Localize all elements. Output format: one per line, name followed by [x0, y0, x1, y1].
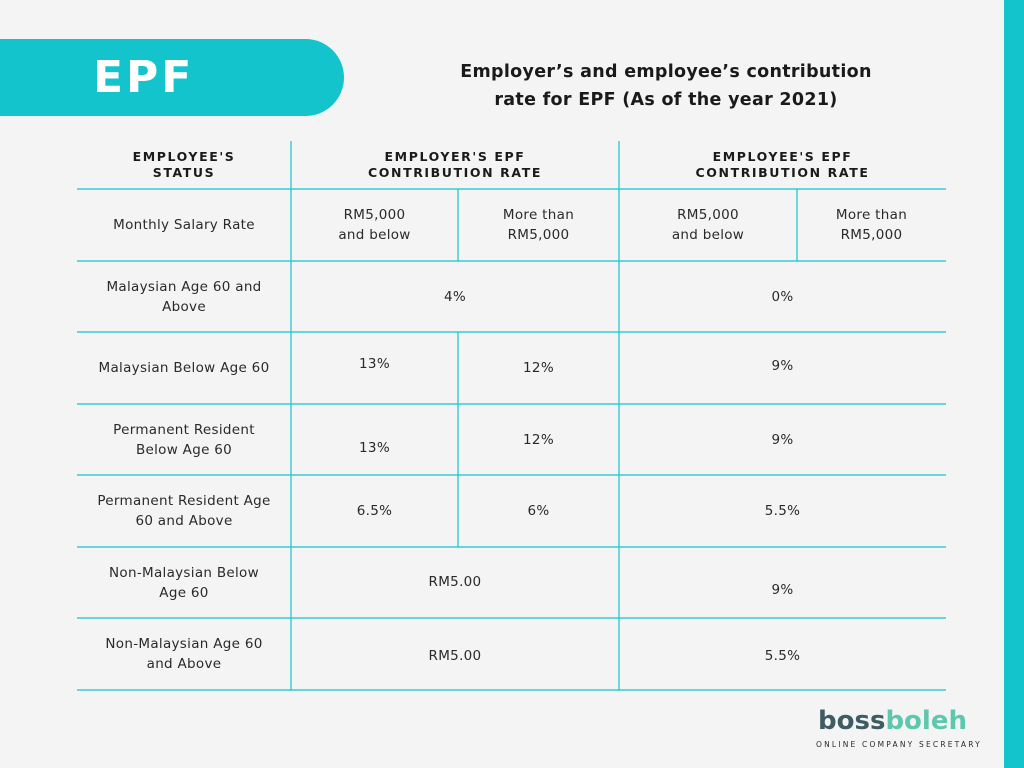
- cell-text: Monthly Salary Rate: [113, 217, 255, 233]
- employer-rate-cell: RM5.00: [291, 618, 619, 690]
- cell-text: 9%: [771, 431, 794, 448]
- cell-text: 5.5%: [764, 648, 801, 664]
- employee-rate-cell: 5.5%: [619, 618, 946, 690]
- employee-rate-cell: 9%: [619, 547, 946, 618]
- employer-low-rate-cell: 6.5%: [291, 475, 458, 547]
- cell-text: 13%: [359, 439, 390, 456]
- logo-tagline: ONLINE COMPANY SECRETARY: [816, 740, 982, 749]
- employer-high-rate-cell: 12%: [458, 332, 619, 404]
- heading-line-2: rate for EPF (As of the year 2021): [494, 90, 838, 110]
- cell-text: Non-Malaysian Age 60: [105, 636, 263, 652]
- employee-low-salary: RM5,000 and below: [619, 189, 797, 261]
- logo-part-boss: boss: [818, 706, 886, 736]
- employer-rate-cell: 4%: [291, 261, 619, 332]
- header-employer-rate: EMPLOYER'S EPF CONTRIBUTION RATE: [291, 141, 619, 189]
- logo-part-boleh: boleh: [885, 706, 967, 736]
- header-employee-rate: EMPLOYEE'S EPF CONTRIBUTION RATE: [619, 141, 946, 189]
- epf-title: EPF: [93, 52, 195, 103]
- employer-low-salary: RM5,000 and below: [291, 189, 458, 261]
- header-text: CONTRIBUTION RATE: [368, 165, 542, 180]
- employer-low-rate-cell: 13%: [291, 412, 458, 483]
- cell-text: Permanent Resident Age: [97, 493, 271, 509]
- employee-rate-cell: 9%: [619, 330, 946, 402]
- cell-text: and Above: [146, 656, 222, 672]
- employee-rate-cell: 5.5%: [619, 475, 946, 547]
- row-label: Permanent Resident Below Age 60: [77, 404, 291, 475]
- cell-text: and below: [671, 227, 745, 243]
- bossboleh-logo: bossboleh: [818, 706, 967, 736]
- cell-text: Non-Malaysian Below: [109, 564, 259, 581]
- row-label: Non-Malaysian Below Age 60: [77, 547, 291, 618]
- cell-text: Below Age 60: [135, 441, 233, 458]
- employer-low-rate-cell: 13%: [291, 328, 458, 400]
- cell-text: 12%: [523, 360, 554, 376]
- cell-text: 6.5%: [356, 503, 393, 519]
- cell-text: More than: [835, 207, 908, 223]
- employer-high-rate-cell: 12%: [458, 404, 619, 475]
- cell-text: Malaysian Below Age 60: [98, 360, 270, 376]
- heading-line-1: Employer’s and employee’s contribution: [460, 62, 872, 82]
- employee-rate-cell: 9%: [619, 404, 946, 475]
- header-text: EMPLOYEE'S: [132, 149, 236, 164]
- cell-text: 0%: [771, 288, 794, 305]
- cell-text: RM5,000: [343, 207, 406, 223]
- cell-text: and below: [338, 227, 411, 243]
- cell-text: RM5,000: [507, 227, 570, 243]
- header-text: EMPLOYEE'S EPF: [712, 149, 853, 164]
- salary-row-label: Monthly Salary Rate: [77, 189, 291, 261]
- cell-text: Above: [162, 298, 206, 315]
- row-label: Malaysian Below Age 60: [77, 332, 291, 404]
- row-label: Malaysian Age 60 and Above: [77, 261, 291, 332]
- cell-text: 9%: [771, 582, 794, 598]
- right-accent-bar: [1004, 0, 1024, 768]
- cell-text: 9%: [771, 358, 794, 374]
- row-label: Non-Malaysian Age 60 and Above: [77, 618, 291, 690]
- header-employee-status: EMPLOYEE'S STATUS: [77, 141, 291, 189]
- employee-rate-cell: 0%: [619, 261, 946, 332]
- cell-text: Age 60: [159, 584, 209, 601]
- row-label: Permanent Resident Age 60 and Above: [77, 475, 291, 547]
- cell-text: RM5,000: [840, 227, 903, 243]
- epf-banner: [0, 39, 344, 116]
- cell-text: 4%: [443, 288, 467, 305]
- page-heading: Employer’s and employee’s contribution r…: [376, 58, 956, 114]
- cell-text: RM5,000: [677, 207, 739, 223]
- header-text: CONTRIBUTION RATE: [695, 165, 870, 180]
- cell-text: RM5.00: [428, 574, 482, 590]
- employer-high-rate-cell: 6%: [458, 475, 619, 547]
- cell-text: 5.5%: [764, 503, 801, 519]
- cell-text: 12%: [523, 431, 554, 448]
- cell-text: RM5.00: [428, 648, 482, 664]
- cell-text: More than: [502, 207, 575, 223]
- cell-text: 60 and Above: [135, 513, 233, 529]
- employer-high-salary: More than RM5,000: [458, 189, 619, 261]
- header-text: STATUS: [152, 165, 216, 180]
- employer-rate-cell: RM5.00: [291, 547, 619, 618]
- cell-text: 6%: [527, 503, 550, 519]
- cell-text: 13%: [359, 356, 390, 372]
- employee-high-salary: More than RM5,000: [797, 189, 946, 261]
- cell-text: Permanent Resident: [113, 421, 255, 438]
- cell-text: Malaysian Age 60 and: [106, 278, 262, 295]
- header-text: EMPLOYER'S EPF: [384, 149, 526, 164]
